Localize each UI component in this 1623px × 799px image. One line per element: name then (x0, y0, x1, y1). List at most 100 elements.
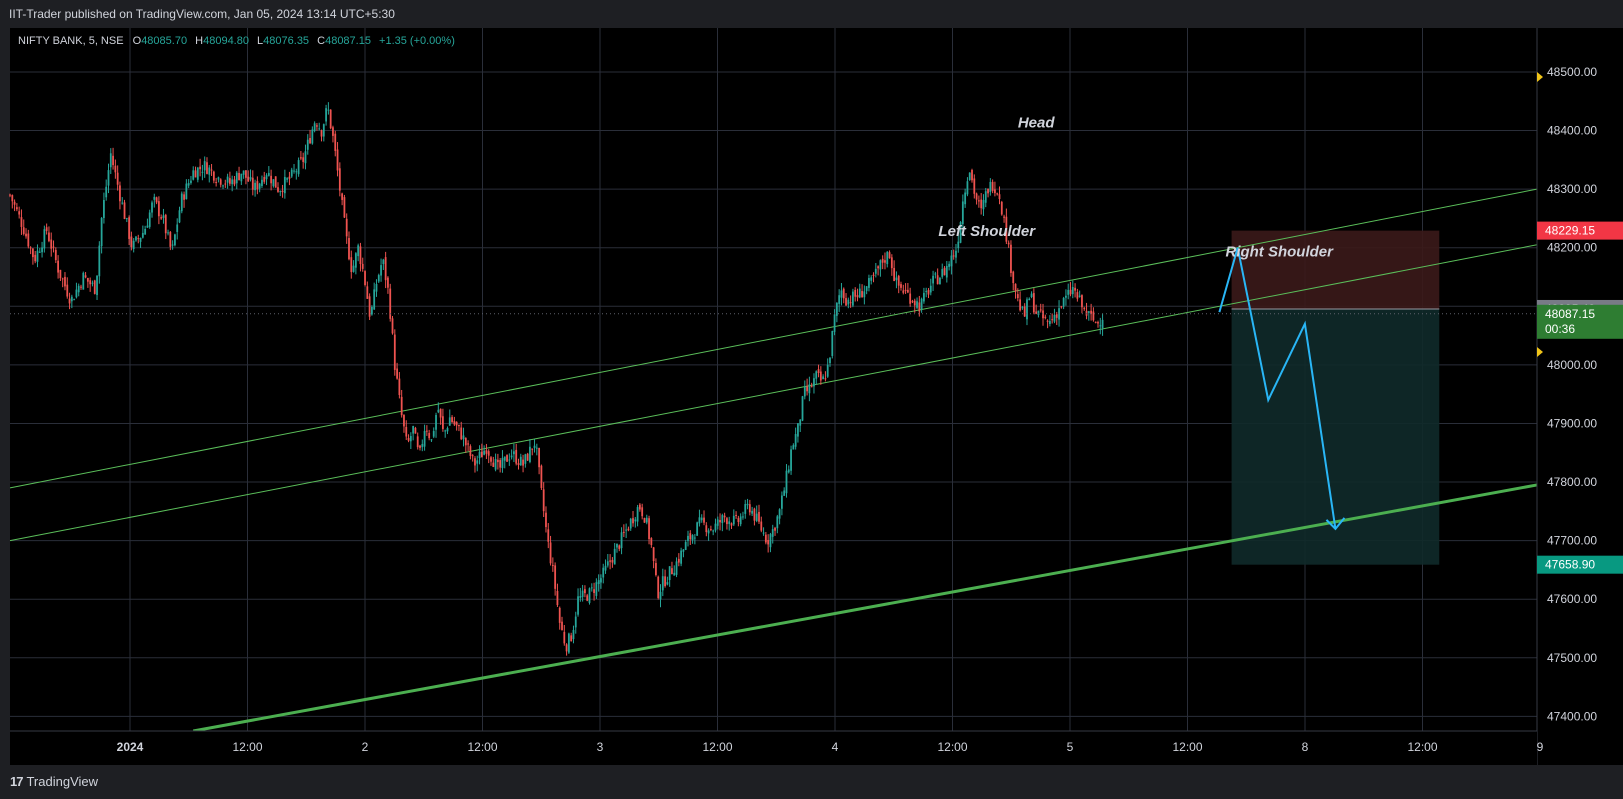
candle-body (945, 265, 948, 278)
time-axis[interactable] (10, 731, 1537, 765)
tradingview-brand[interactable]: 17 TradingView (10, 774, 98, 789)
candle-body (368, 296, 371, 317)
candle-body (932, 275, 934, 284)
candle-body (279, 191, 282, 193)
candle-body (1087, 311, 1090, 313)
candle-body (183, 194, 185, 200)
candle-body (1081, 295, 1083, 308)
candle-body (675, 561, 678, 575)
candle-body (790, 449, 792, 471)
candle-body (721, 515, 724, 524)
candle-body (524, 454, 527, 464)
candle-body (270, 175, 273, 184)
candle-body (43, 229, 46, 249)
symbol-title[interactable]: NIFTY BANK, 5, NSE (18, 35, 124, 47)
candle-body (787, 469, 790, 473)
candle-body (224, 183, 227, 185)
low-label: L (257, 35, 264, 47)
candle-body (797, 423, 799, 437)
candle-body (59, 269, 62, 279)
candle-body (1014, 283, 1017, 292)
candle-body (1074, 287, 1076, 291)
price-tick-label: 47600.00 (1547, 592, 1597, 606)
candle-body (858, 288, 861, 298)
pattern-annotations[interactable]: Head Left Shoulder Right Shoulder (938, 115, 1334, 261)
candle-body (893, 267, 896, 282)
candle-body (824, 378, 827, 380)
candle-body (671, 568, 673, 575)
candle-body (453, 421, 456, 425)
candle-body (52, 246, 55, 248)
candle-body (139, 237, 142, 242)
candle-body (966, 181, 969, 195)
candle-body (529, 446, 531, 463)
candle-body (648, 518, 650, 540)
candle-body (510, 455, 513, 458)
candle-body (865, 286, 868, 291)
candle-body (130, 236, 133, 248)
candle-body (941, 269, 944, 277)
candle-body (61, 278, 64, 280)
candle-body (888, 252, 891, 259)
candle-body (971, 169, 973, 181)
candle-body (32, 248, 34, 258)
candle-body (762, 532, 765, 534)
candle-body (693, 537, 696, 539)
candle-body (151, 202, 153, 213)
candle-body (77, 285, 80, 293)
alert-marker-icon (1537, 347, 1543, 357)
candle-body (405, 426, 408, 437)
trend-lines[interactable] (9, 188, 1538, 733)
candle-body (1069, 289, 1072, 295)
candle-body (215, 181, 218, 183)
price-tick-label: 48500.00 (1547, 65, 1597, 79)
candle-body (490, 457, 492, 462)
candle-body (194, 170, 197, 178)
candle-body (545, 512, 547, 528)
candle-body (556, 590, 559, 606)
candle-body (254, 182, 256, 191)
candle-body (421, 443, 424, 448)
candle-body (748, 504, 751, 513)
candle-body (318, 128, 321, 130)
candle-body (574, 616, 577, 628)
candle-body (1076, 292, 1079, 299)
candle-body (590, 587, 593, 589)
candle-body (526, 453, 529, 461)
candle-body (144, 229, 147, 235)
candle-body (375, 283, 378, 292)
candle-body (584, 589, 586, 594)
candle-body (164, 214, 167, 234)
candle-body (219, 179, 222, 185)
candle-body (577, 596, 579, 615)
candle-body (103, 200, 105, 219)
candle-body (780, 495, 783, 509)
stop-price-tag: 48229.15 (1545, 224, 1595, 238)
candle-body (407, 437, 410, 441)
candle-body (86, 277, 89, 282)
candle-body (141, 232, 144, 238)
candle-body (847, 299, 850, 305)
candle-body (645, 517, 648, 523)
position-tool[interactable] (1231, 230, 1440, 565)
time-tick-label: 12:00 (1407, 740, 1437, 754)
last-price-tag: 48087.15 (1545, 307, 1595, 321)
close-value: 48087.15 (325, 35, 371, 47)
candle-body (975, 193, 978, 200)
candle-body (423, 430, 426, 447)
time-tick-label: 2024 (117, 740, 144, 754)
price-axis[interactable] (1537, 28, 1623, 765)
candle-body (476, 460, 479, 464)
candle-body (256, 181, 259, 190)
candle-body (611, 559, 614, 563)
candle-body (600, 578, 602, 583)
candle-body (196, 167, 199, 180)
candle-body (567, 633, 570, 653)
candle-body (311, 129, 314, 144)
candle-body (261, 179, 263, 186)
stop-loss-zone (1231, 230, 1440, 309)
candle-body (348, 238, 350, 260)
projection-path[interactable] (1218, 247, 1346, 531)
